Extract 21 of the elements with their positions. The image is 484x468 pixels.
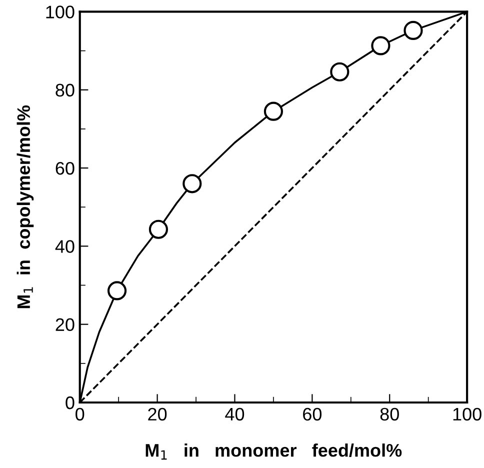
y-tick-label: 0: [66, 396, 74, 410]
y-tick-label: 60: [56, 162, 74, 175]
y-tick-label: 100: [46, 6, 74, 18]
x-tick-label: 20: [148, 408, 167, 421]
x-tick-label: 80: [380, 408, 399, 421]
x-tick-label: 60: [303, 408, 322, 421]
x-tick-label: 40: [225, 408, 244, 421]
point: [107, 281, 127, 300]
y-tick-label: 80: [56, 84, 74, 97]
x-tick-label: 100: [453, 408, 482, 421]
y-tick-label: 20: [56, 318, 74, 332]
text: M$_{1}$ in monomer feed/mol%: [146, 444, 402, 460]
point: [371, 36, 390, 56]
point: [330, 62, 350, 82]
y-tick-label: 40: [55, 240, 74, 253]
point: [182, 174, 202, 194]
point: [264, 102, 284, 121]
point: [148, 220, 168, 239]
y-axis-title: M$_{1}$ in copolymer/mol%: [16, 105, 34, 308]
point: [404, 20, 423, 40]
x-tick-label: 0: [76, 408, 84, 421]
